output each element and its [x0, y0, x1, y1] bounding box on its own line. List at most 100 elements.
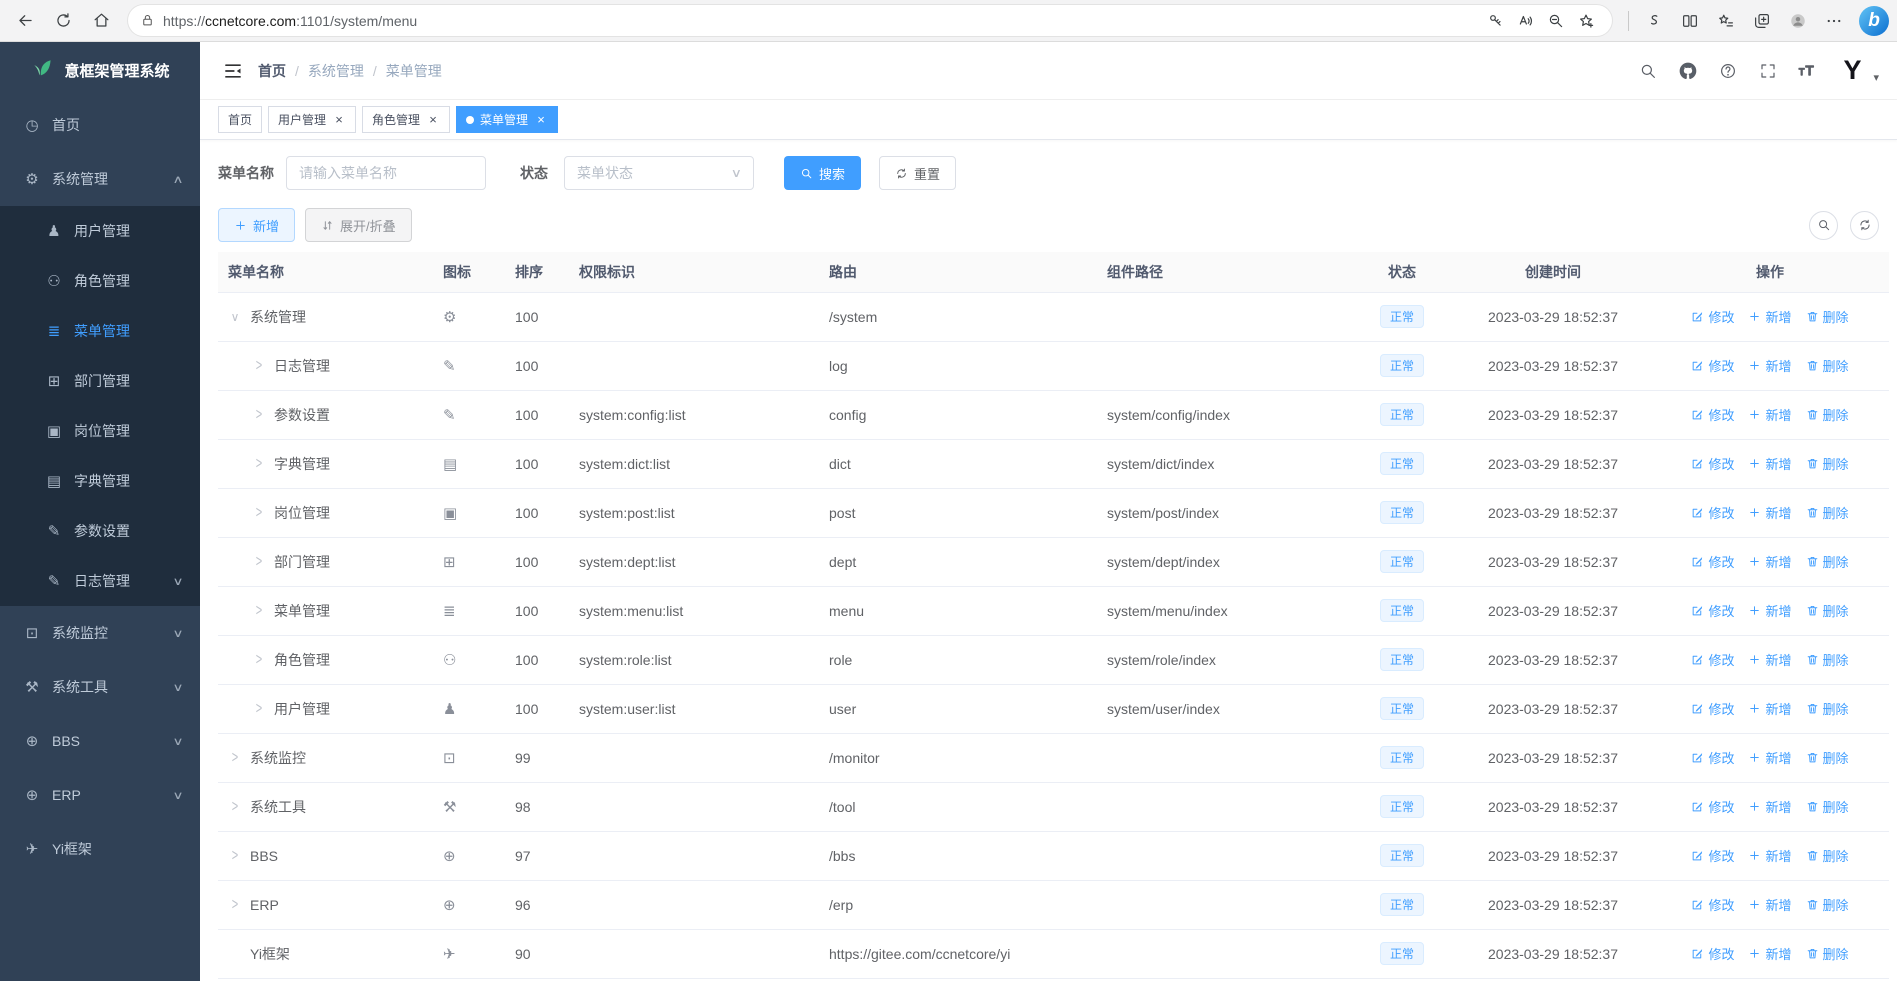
tab-菜单管理[interactable]: 菜单管理 ×	[456, 106, 559, 133]
expand-collapse-button[interactable]: 展开/折叠	[305, 208, 412, 242]
split-screen-icon[interactable]	[1673, 5, 1707, 37]
add-link[interactable]: 新增	[1748, 454, 1792, 473]
close-icon[interactable]: ×	[537, 112, 545, 127]
add-link[interactable]: 新增	[1748, 748, 1792, 767]
edit-link[interactable]: 修改	[1691, 748, 1734, 767]
expand-arrow-icon[interactable]: >	[255, 552, 263, 571]
edit-link[interactable]: 修改	[1691, 454, 1734, 473]
tab-首页[interactable]: 首页	[218, 106, 263, 133]
expand-arrow-icon[interactable]: >	[255, 601, 263, 620]
edit-link[interactable]: 修改	[1691, 699, 1734, 718]
more-icon[interactable]	[1817, 5, 1851, 37]
delete-link[interactable]: 删除	[1806, 356, 1849, 375]
delete-link[interactable]: 删除	[1806, 552, 1849, 571]
add-link[interactable]: 新增	[1748, 797, 1792, 816]
expand-arrow-icon[interactable]: >	[255, 454, 263, 473]
edit-link[interactable]: 修改	[1691, 552, 1734, 571]
edit-link[interactable]: 修改	[1691, 601, 1734, 620]
back-icon[interactable]	[8, 5, 42, 37]
breadcrumb-home[interactable]: 首页	[258, 62, 286, 79]
edit-link[interactable]: 修改	[1691, 944, 1734, 963]
status-select[interactable]: 菜单状态 ∨	[564, 156, 754, 190]
expand-arrow-icon[interactable]: >	[231, 846, 239, 865]
refresh-circle-icon[interactable]	[1850, 210, 1879, 240]
delete-link[interactable]: 删除	[1806, 601, 1849, 620]
add-link[interactable]: 新增	[1748, 405, 1792, 424]
close-icon[interactable]: ×	[429, 112, 437, 127]
sidebar-item-系统管理[interactable]: ⚙ 系统管理 ∧	[0, 152, 200, 206]
edit-link[interactable]: 修改	[1691, 797, 1734, 816]
search-icon[interactable]	[1635, 58, 1661, 84]
delete-link[interactable]: 删除	[1806, 944, 1849, 963]
expand-arrow-icon[interactable]: >	[255, 356, 263, 375]
sidebar-item-首页[interactable]: ◷ 首页	[0, 98, 200, 152]
edit-link[interactable]: 修改	[1691, 895, 1734, 914]
sidebar-item-ERP[interactable]: ⊕ ERP ∨	[0, 768, 200, 822]
collapse-arrow-icon[interactable]: ∨	[230, 309, 240, 324]
add-link[interactable]: 新增	[1748, 307, 1792, 326]
expand-arrow-icon[interactable]: >	[255, 503, 263, 522]
sidebar-item-系统工具[interactable]: ⚒ 系统工具 ∨	[0, 660, 200, 714]
expand-arrow-icon[interactable]: >	[255, 405, 263, 424]
sidebar-item-菜单管理[interactable]: ≣ 菜单管理	[0, 306, 200, 356]
expand-arrow-icon[interactable]: >	[231, 748, 239, 767]
sidebar-item-参数设置[interactable]: ✎ 参数设置	[0, 506, 200, 556]
add-link[interactable]: 新增	[1748, 944, 1792, 963]
add-link[interactable]: 新增	[1748, 699, 1792, 718]
search-circle-icon[interactable]	[1809, 210, 1838, 240]
sidebar-item-角色管理[interactable]: ⚇ 角色管理	[0, 256, 200, 306]
delete-link[interactable]: 删除	[1806, 748, 1849, 767]
delete-link[interactable]: 删除	[1806, 307, 1849, 326]
add-link[interactable]: 新增	[1748, 650, 1792, 669]
zoom-out-icon[interactable]	[1542, 7, 1570, 35]
delete-link[interactable]: 删除	[1806, 797, 1849, 816]
sidebar-item-BBS[interactable]: ⊕ BBS ∨	[0, 714, 200, 768]
delete-link[interactable]: 删除	[1806, 454, 1849, 473]
bing-copilot-icon[interactable]: b	[1859, 5, 1889, 36]
sidebar-item-岗位管理[interactable]: ▣ 岗位管理	[0, 406, 200, 456]
menu-name-input[interactable]	[286, 156, 486, 190]
url-text[interactable]: https://ccnetcore.com:1101/system/menu	[163, 12, 418, 29]
expand-arrow-icon[interactable]: >	[231, 797, 239, 816]
breadcrumb-menu[interactable]: 菜单管理	[385, 62, 442, 79]
delete-link[interactable]: 删除	[1806, 699, 1849, 718]
sidebar-fold-icon[interactable]	[218, 56, 248, 86]
edit-link[interactable]: 修改	[1691, 503, 1734, 522]
tab-角色管理[interactable]: 角色管理 ×	[362, 106, 451, 133]
expand-arrow-icon[interactable]: >	[231, 895, 239, 914]
close-icon[interactable]: ×	[335, 112, 343, 127]
add-link[interactable]: 新增	[1748, 503, 1792, 522]
add-link[interactable]: 新增	[1748, 601, 1792, 620]
sidebar-item-系统监控[interactable]: ⊡ 系统监控 ∨	[0, 606, 200, 660]
delete-link[interactable]: 删除	[1806, 846, 1849, 865]
add-button[interactable]: 新增	[218, 208, 296, 242]
expand-arrow-icon[interactable]: >	[255, 699, 263, 718]
sidebar-item-Yi框架[interactable]: ✈ Yi框架	[0, 822, 200, 876]
avatar-caret-icon[interactable]: ▾	[1873, 72, 1879, 84]
add-link[interactable]: 新增	[1748, 356, 1792, 375]
delete-link[interactable]: 删除	[1806, 503, 1849, 522]
edit-link[interactable]: 修改	[1691, 405, 1734, 424]
key-icon[interactable]	[1482, 7, 1510, 35]
search-button[interactable]: 搜索	[784, 156, 862, 190]
refresh-icon[interactable]	[46, 5, 80, 37]
fullscreen-icon[interactable]	[1755, 58, 1781, 84]
app-logo[interactable]: 意框架管理系统	[0, 42, 200, 98]
add-link[interactable]: 新增	[1748, 895, 1792, 914]
edit-link[interactable]: 修改	[1691, 356, 1734, 375]
profile-avatar[interactable]	[1781, 5, 1815, 37]
favorites-icon[interactable]	[1709, 5, 1743, 37]
address-bar[interactable]: https://ccnetcore.com:1101/system/menu	[128, 5, 1612, 36]
delete-link[interactable]: 删除	[1806, 405, 1849, 424]
user-avatar[interactable]: Y	[1843, 55, 1861, 85]
delete-link[interactable]: 删除	[1806, 895, 1849, 914]
edit-link[interactable]: 修改	[1691, 650, 1734, 669]
tab-用户管理[interactable]: 用户管理 ×	[268, 106, 357, 133]
browser-essentials-icon[interactable]	[1637, 5, 1671, 37]
breadcrumb-system[interactable]: 系统管理	[307, 62, 364, 79]
sidebar-item-部门管理[interactable]: ⊞ 部门管理	[0, 356, 200, 406]
add-link[interactable]: 新增	[1748, 846, 1792, 865]
collections-icon[interactable]	[1745, 5, 1779, 37]
edit-link[interactable]: 修改	[1691, 307, 1734, 326]
